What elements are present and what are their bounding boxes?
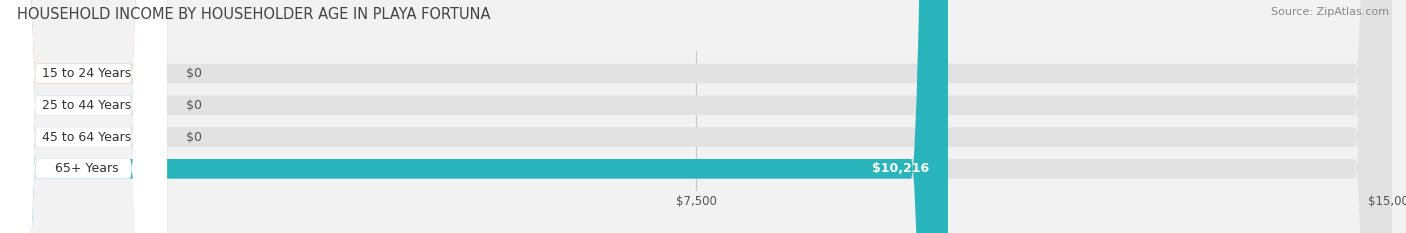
FancyBboxPatch shape <box>0 0 948 233</box>
Text: $10,216: $10,216 <box>872 162 929 175</box>
Text: $0: $0 <box>186 130 201 144</box>
FancyBboxPatch shape <box>0 0 167 233</box>
FancyBboxPatch shape <box>0 0 167 233</box>
Text: 25 to 44 Years: 25 to 44 Years <box>42 99 132 112</box>
FancyBboxPatch shape <box>0 0 167 233</box>
FancyBboxPatch shape <box>0 0 167 233</box>
FancyBboxPatch shape <box>0 0 167 233</box>
Text: $0: $0 <box>186 67 201 80</box>
Text: 15 to 24 Years: 15 to 24 Years <box>42 67 132 80</box>
Text: $0: $0 <box>186 99 201 112</box>
FancyBboxPatch shape <box>0 0 167 233</box>
Text: Source: ZipAtlas.com: Source: ZipAtlas.com <box>1271 7 1389 17</box>
Text: 65+ Years: 65+ Years <box>55 162 118 175</box>
FancyBboxPatch shape <box>0 0 167 233</box>
Text: 45 to 64 Years: 45 to 64 Years <box>42 130 132 144</box>
Text: HOUSEHOLD INCOME BY HOUSEHOLDER AGE IN PLAYA FORTUNA: HOUSEHOLD INCOME BY HOUSEHOLDER AGE IN P… <box>17 7 491 22</box>
